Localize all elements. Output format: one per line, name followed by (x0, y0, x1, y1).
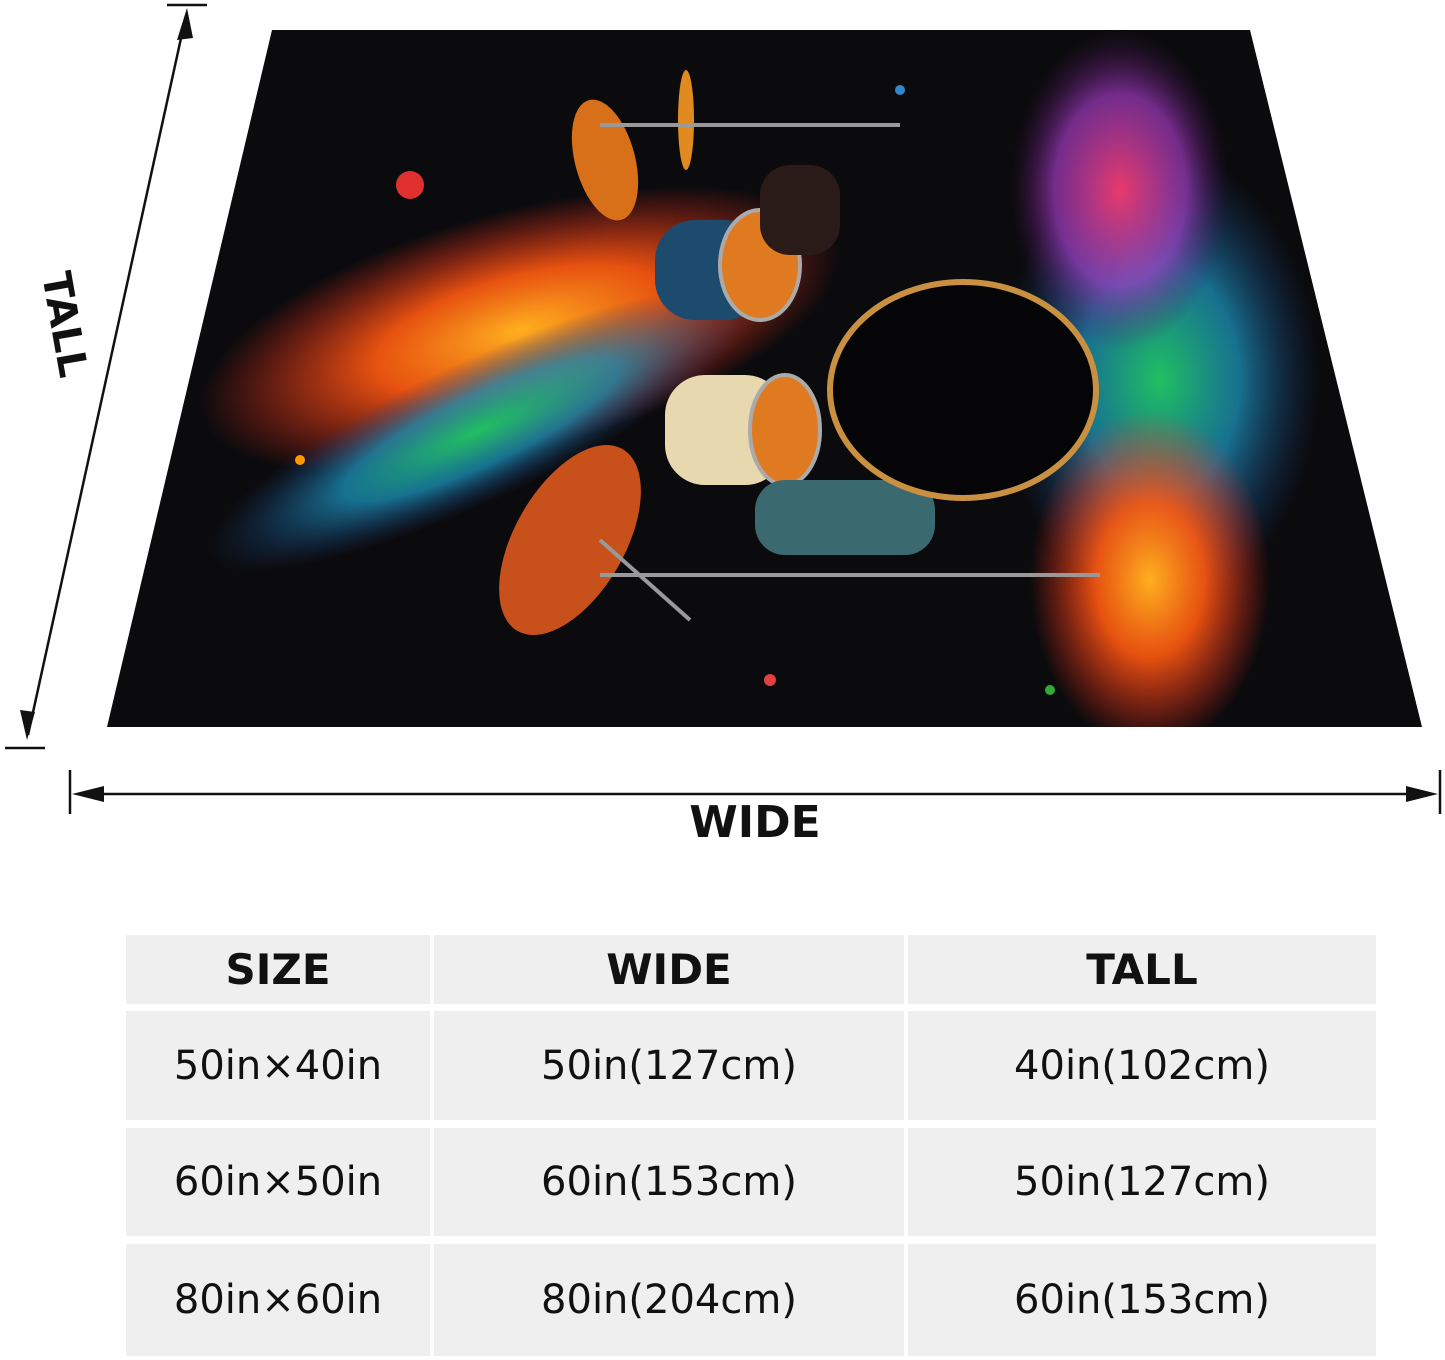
tall-label: TALL (32, 268, 96, 381)
table-cell: 80in×60in (126, 1244, 430, 1356)
blanket-illustration: TALL WIDE (5, 3, 1442, 848)
table-cell: 60in×50in (126, 1128, 430, 1236)
dimension-arrows (5, 3, 1442, 814)
table-cell: 60in(153cm) (908, 1244, 1376, 1356)
table-cell: 40in(102cm) (908, 1011, 1376, 1120)
table-header-cell: TALL (908, 935, 1376, 1004)
table-cell: 60in(153cm) (434, 1128, 904, 1236)
table-header-cell: SIZE (126, 935, 430, 1004)
table-cell: 50in×40in (126, 1011, 430, 1120)
table-cell: 50in(127cm) (908, 1128, 1376, 1236)
table-cell: 50in(127cm) (434, 1011, 904, 1120)
table-cell: 80in(204cm) (434, 1244, 904, 1356)
wide-label: WIDE (689, 797, 820, 848)
artwork (199, 30, 1320, 727)
table-header-cell: WIDE (434, 935, 904, 1004)
